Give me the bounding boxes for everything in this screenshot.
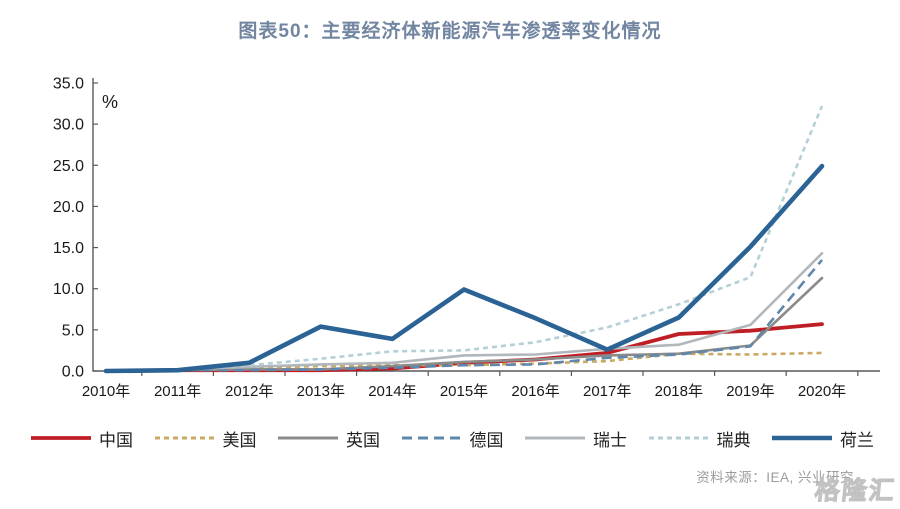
legend-item-china: 中国: [30, 426, 133, 451]
x-axis-tick-label: 2014年: [368, 383, 416, 400]
y-axis-tick-label: 35.0: [53, 76, 84, 93]
legend-label-netherlands: 荷兰: [840, 430, 874, 450]
series-line-germany: [105, 259, 824, 373]
legend-label-uk: 英国: [346, 430, 380, 450]
legend-line-sample-switzerland: [525, 436, 585, 440]
legend-item-netherlands: 荷兰: [771, 426, 874, 451]
chart-legend: 中国 美国 英国 德国 瑞士 瑞典 荷兰: [30, 421, 874, 455]
x-axis-tick-label: 2017年: [583, 383, 631, 400]
legend-line-sample-usa: [154, 436, 215, 440]
x-axis-tick-label: 2013年: [297, 383, 345, 400]
x-axis-tick-label: 2020年: [798, 383, 846, 400]
watermark-logo: 格隆汇: [813, 477, 898, 506]
legend-label-usa: 美国: [222, 430, 257, 450]
y-axis-tick-label: 20.0: [53, 199, 84, 216]
series-line-netherlands: [103, 163, 825, 374]
line-chart: 0.0 5.0 10.0 15.0 20.0 25.0 30.0 35.0% 2010年 2011…: [53, 76, 880, 400]
legend-item-germany: 德国: [401, 426, 504, 451]
y-axis-tick-label: 15.0: [53, 240, 84, 257]
source-note: 资料来源：IEA, 兴业研究: [696, 470, 854, 485]
legend-item-sweden: 瑞典: [648, 426, 751, 451]
x-axis-tick-label: 2018年: [655, 383, 703, 400]
legend-line-sample-uk: [278, 436, 338, 440]
legend-label-switzerland: 瑞士: [593, 430, 627, 450]
y-axis-unit-label: %: [102, 92, 118, 112]
legend-line-sample-netherlands: [772, 435, 832, 441]
legend-line-sample-germany: [401, 436, 462, 440]
legend-label-china: 中国: [99, 430, 133, 450]
x-axis-tick-label: 2010年: [82, 383, 130, 400]
y-axis-tick-label: 25.0: [53, 158, 84, 175]
legend-item-switzerland: 瑞士: [524, 426, 627, 451]
legend-item-usa: 美国: [154, 426, 257, 451]
x-axis-tick-label: 2019年: [726, 383, 774, 400]
legend-label-sweden: 瑞典: [716, 430, 751, 450]
legend-item-uk: 英国: [277, 426, 380, 451]
axis-lines: [92, 78, 880, 372]
x-axis-tick-label: 2011年: [154, 383, 201, 400]
legend-line-sample-sweden: [648, 436, 709, 440]
y-axis-tick-label: 5.0: [62, 322, 84, 339]
legend-line-sample-china: [31, 436, 91, 440]
y-axis-tick-label: 0.0: [62, 364, 84, 381]
x-axis-tick-label: 2016年: [511, 383, 559, 400]
legend-label-germany: 德国: [469, 430, 504, 450]
y-axis-tick-label: 10.0: [53, 281, 84, 298]
x-axis-tick-label: 2015年: [440, 383, 488, 400]
x-axis-tick-label: 2012年: [225, 383, 273, 400]
y-axis-tick-label: 30.0: [53, 117, 84, 134]
series-line-switzerland: [104, 252, 824, 373]
plot-area: 0.0 5.0 10.0 15.0 20.0 25.0 30.0 35.0% 2010年 2011…: [0, 58, 900, 413]
chart-title: 图表50：主要经济体新能源汽车渗透率变化情况: [238, 21, 662, 42]
